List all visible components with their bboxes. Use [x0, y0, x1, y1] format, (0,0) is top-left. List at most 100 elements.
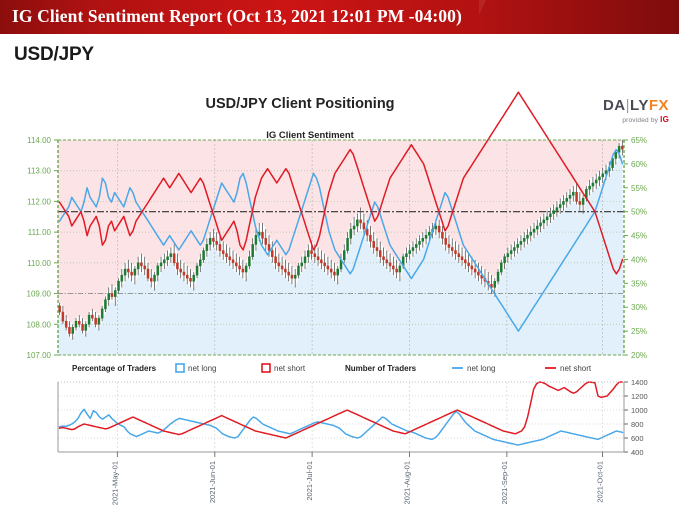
candle-body	[522, 238, 526, 242]
candle-body	[313, 253, 317, 257]
candle-body	[365, 228, 369, 236]
bottom-panel-bg	[58, 382, 624, 452]
candle-body	[464, 259, 467, 264]
candle-body	[91, 314, 94, 319]
candle-body	[428, 231, 431, 236]
candle-body	[153, 274, 156, 282]
tick-label-price: 108.00	[27, 320, 52, 329]
tick-label-date: 2021-Sep-01	[500, 461, 509, 504]
tick-label-price: 110.00	[27, 259, 51, 268]
candle-body	[333, 271, 336, 276]
candle-body	[248, 256, 251, 267]
candle-body	[84, 324, 88, 331]
candle-body	[575, 191, 578, 202]
legend-num-net-long-label: net long	[467, 364, 495, 373]
candle-body	[241, 268, 245, 273]
candle-body	[437, 225, 441, 233]
candle-body	[323, 262, 326, 267]
candle-body	[594, 179, 598, 184]
candle-body	[64, 320, 68, 328]
tick-label-date: 2021-May-01	[110, 461, 119, 505]
candle-body	[352, 225, 356, 230]
candle-body	[297, 265, 300, 276]
candle-body	[565, 198, 569, 202]
tick-label-percent: 35%	[631, 279, 647, 288]
candle-body	[359, 219, 362, 224]
candle-body	[182, 271, 186, 276]
candle-body	[490, 284, 493, 288]
candle-body	[254, 234, 258, 245]
candle-body	[156, 265, 160, 276]
candle-body	[493, 281, 497, 288]
candle-body	[460, 256, 464, 261]
candle-body	[558, 204, 562, 208]
tick-label-percent: 55%	[631, 184, 647, 193]
candle-body	[414, 244, 418, 248]
candle-body	[418, 241, 421, 245]
candle-body	[496, 271, 500, 282]
candle-body	[221, 250, 225, 254]
candle-body	[378, 250, 382, 257]
candle-body	[326, 265, 330, 270]
tick-label-date: 2021-Aug-01	[403, 461, 412, 504]
candle-body	[189, 277, 192, 282]
tick-label-price: 111.00	[28, 228, 52, 237]
candle-body	[601, 173, 604, 178]
candle-body	[68, 327, 71, 334]
candle-body	[97, 317, 101, 325]
candle-body	[277, 262, 281, 267]
candle-body	[392, 265, 395, 270]
candle-body	[388, 262, 392, 267]
tick-label-price: 114.00	[27, 136, 51, 145]
candle-body	[320, 259, 323, 264]
candle-body	[235, 262, 238, 267]
candle-body	[536, 225, 539, 230]
candle-body	[572, 191, 575, 196]
candle-body	[562, 201, 565, 205]
candle-body	[215, 241, 218, 245]
report-banner: IG Client Sentiment Report (Oct 13, 2021…	[0, 0, 679, 36]
logo-fx: FX	[648, 97, 669, 114]
candle-body	[199, 259, 202, 267]
candle-body	[588, 185, 591, 190]
candle-body	[408, 250, 411, 254]
candle-body	[519, 241, 523, 245]
candle-body	[336, 268, 339, 276]
candle-body	[500, 262, 503, 273]
tick-label-price: 113.00	[27, 167, 51, 176]
tick-label-percent: 25%	[631, 327, 647, 336]
candle-body	[179, 268, 182, 273]
candle-body	[581, 198, 585, 205]
candle-body	[375, 247, 379, 251]
candle-body	[169, 253, 173, 257]
candle-body	[447, 244, 451, 248]
candle-body	[261, 231, 264, 239]
legend-title-number: Number of Traders	[345, 364, 417, 373]
candle-body	[280, 265, 284, 270]
candle-body	[284, 268, 287, 273]
legend-pct-net-short-swatch	[261, 363, 271, 373]
logo-bar: |	[625, 97, 631, 114]
candle-body	[516, 244, 519, 248]
chart-title: USD/JPY Client Positioning	[205, 96, 395, 112]
candle-body	[555, 207, 559, 211]
candle-body	[591, 182, 595, 187]
tick-label-number: 1000	[631, 406, 648, 415]
candle-body	[120, 274, 124, 282]
tick-label-percent: 45%	[631, 232, 647, 241]
candle-body	[300, 262, 304, 267]
tick-label-percent: 20%	[631, 351, 647, 360]
candle-body	[568, 195, 572, 199]
candle-body	[473, 268, 477, 273]
candle-body	[251, 244, 254, 257]
candle-body	[166, 256, 169, 261]
candle-body	[369, 234, 372, 242]
candle-body	[614, 152, 618, 159]
candle-body	[532, 228, 536, 233]
candle-body	[205, 244, 209, 251]
candle-body	[61, 311, 65, 322]
candle-body	[545, 216, 549, 221]
candle-body	[202, 250, 205, 261]
ig-mark: IG	[660, 115, 669, 124]
series-net-long-count	[58, 408, 624, 446]
